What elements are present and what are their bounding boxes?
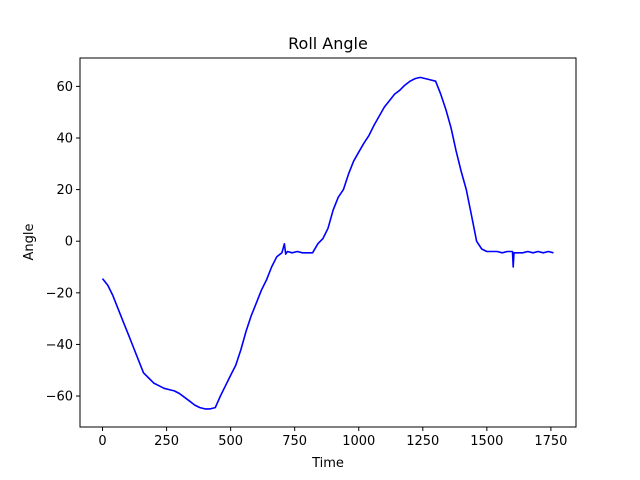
y-tick-label: 60 [56,80,73,95]
x-tick-label: 250 [154,434,179,449]
x-tick-label: 1000 [342,434,375,449]
y-axis-label: Angle [22,224,37,261]
plot-area-frame [79,57,577,428]
x-tick-label: 500 [218,434,243,449]
x-tick-label: 750 [282,434,307,449]
x-tick-label: 1250 [406,434,439,449]
series-layer [101,76,554,410]
x-axis: 0 250 500 750 1000 1250 1500 1750 [98,427,567,449]
chart-title: Roll Angle [288,34,368,53]
y-tick-label: −20 [46,286,73,301]
y-tick-label: −40 [46,338,73,353]
x-tick-label: 1500 [470,434,503,449]
y-tick-label: 20 [56,183,73,198]
x-tick-label: 1750 [534,434,567,449]
x-axis-label: Time [311,456,344,471]
x-tick-label: 0 [98,434,106,449]
y-tick-label: 0 [65,235,73,250]
y-axis: −60 −40 −20 0 20 40 60 [46,80,80,405]
y-tick-label: 40 [56,131,73,146]
series-line [101,76,554,410]
y-tick-label: −60 [46,390,73,405]
